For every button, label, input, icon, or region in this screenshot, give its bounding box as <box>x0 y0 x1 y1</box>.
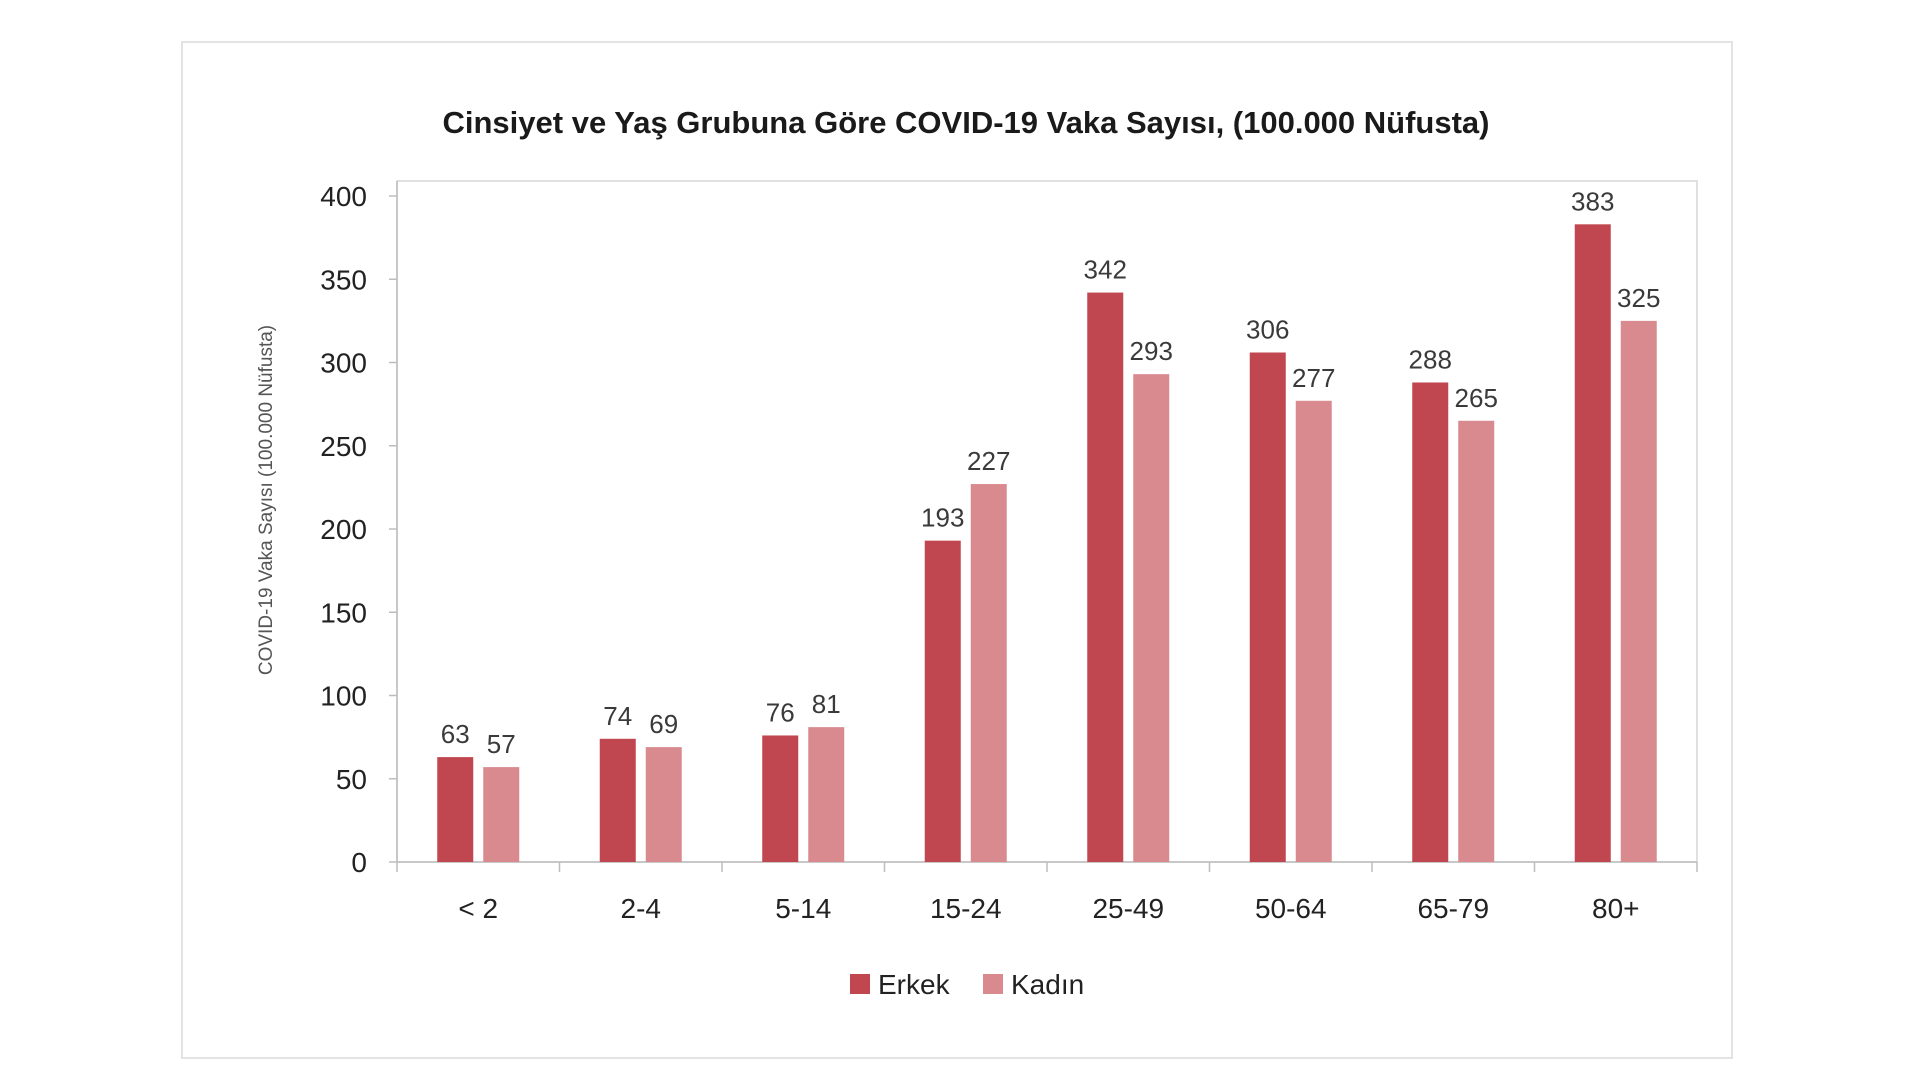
data-label: 227 <box>967 446 1010 476</box>
y-tick-label: 350 <box>320 264 367 295</box>
legend-label: Kadın <box>1011 969 1084 1000</box>
bars <box>437 224 1657 862</box>
data-label: 383 <box>1571 186 1614 216</box>
data-label: 293 <box>1130 336 1173 366</box>
y-tick-label: 100 <box>320 681 367 712</box>
bar-kadın-4 <box>1133 374 1170 862</box>
data-label: 277 <box>1292 363 1335 393</box>
data-label: 306 <box>1246 315 1289 345</box>
bar-kadın-6 <box>1458 420 1495 862</box>
data-label: 57 <box>487 729 516 759</box>
bar-erkek-4 <box>1087 292 1124 862</box>
y-tick-label: 50 <box>336 764 367 795</box>
bar-kadın-1 <box>645 747 682 862</box>
x-tick-label: 15-24 <box>930 893 1002 924</box>
data-label: 81 <box>812 689 841 719</box>
bar-kadın-7 <box>1620 320 1657 862</box>
y-tick-label: 150 <box>320 597 367 628</box>
legend-swatch-kadın <box>983 974 1003 994</box>
data-label: 325 <box>1617 283 1660 313</box>
data-label: 265 <box>1455 383 1498 413</box>
data-labels: 63 74 76 193 342 306 288 383 57 69 81 227 293 277 265 3… <box>441 186 1661 759</box>
bar-erkek-7 <box>1574 224 1611 862</box>
x-tick-label: < 2 <box>458 893 498 924</box>
y-tick-label: 400 <box>320 181 367 212</box>
x-axis: < 2 2-4 5-14 15-24 25-49 50-64 65-79 80+ <box>396 861 1698 924</box>
bar-kadın-2 <box>808 727 845 862</box>
x-tick-label: 80+ <box>1592 893 1640 924</box>
x-tick-label: 5-14 <box>775 893 831 924</box>
data-label: 76 <box>766 697 795 727</box>
y-tick-label: 200 <box>320 514 367 545</box>
y-tick-label: 0 <box>351 847 367 878</box>
bar-erkek-5 <box>1249 352 1286 862</box>
data-label: 288 <box>1409 344 1452 374</box>
chart-title: Cinsiyet ve Yaş Grubuna Göre COVID-19 Va… <box>443 105 1490 140</box>
bar-kadın-3 <box>970 484 1007 862</box>
bar-erkek-1 <box>599 738 636 862</box>
y-tick-label: 300 <box>320 348 367 379</box>
data-label: 63 <box>441 719 470 749</box>
y-tick-label: 250 <box>320 431 367 462</box>
bar-kadın-5 <box>1295 400 1332 862</box>
legend-swatch-erkek <box>850 974 870 994</box>
x-tick-label: 65-79 <box>1417 893 1489 924</box>
y-axis: 0 50 100 150 200 250 300 350 400 <box>320 181 398 878</box>
data-label: 193 <box>921 503 964 533</box>
bar-erkek-3 <box>924 540 961 862</box>
bar-erkek-6 <box>1412 382 1449 862</box>
x-tick-label: 50-64 <box>1255 893 1327 924</box>
bar-kadın-0 <box>483 767 520 862</box>
data-label: 74 <box>603 701 632 731</box>
x-tick-label: 2-4 <box>621 893 661 924</box>
legend-label: Erkek <box>878 969 951 1000</box>
bar-erkek-2 <box>762 735 799 862</box>
y-axis-label: COVID-19 Vaka Sayısı (100.000 Nüfusta) <box>256 325 277 675</box>
legend: Erkek Kadın <box>850 969 1084 1000</box>
bar-erkek-0 <box>437 757 474 862</box>
data-label: 69 <box>649 709 678 739</box>
plot-area-border <box>396 180 1698 863</box>
x-tick-label: 25-49 <box>1092 893 1164 924</box>
data-label: 342 <box>1084 255 1127 285</box>
